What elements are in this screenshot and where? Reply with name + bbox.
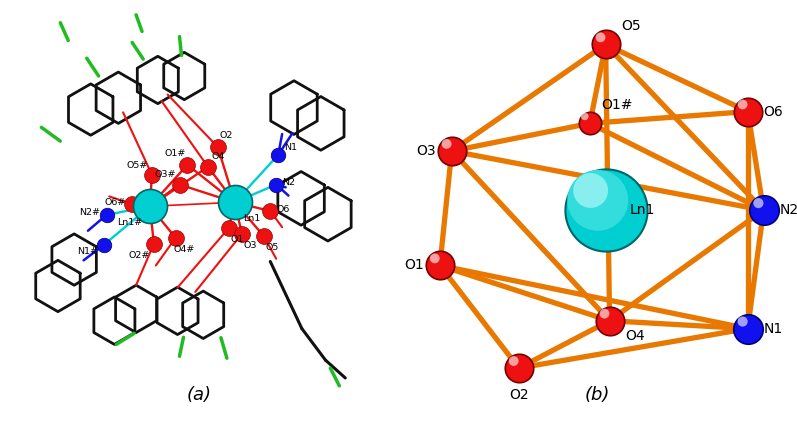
Point [741,325,754,332]
Text: N2: N2 [779,203,797,217]
Point [222,224,235,231]
Point [599,207,612,214]
Text: O6: O6 [277,205,289,214]
Text: O6: O6 [764,105,783,118]
Text: O4#: O4# [174,245,195,254]
Point [603,317,616,324]
Text: N2#: N2# [80,208,100,218]
Point [126,201,139,208]
Point [434,262,446,269]
Point [146,171,159,178]
Text: O4: O4 [212,152,226,161]
Text: N2: N2 [282,178,295,187]
Point [508,357,520,364]
Text: O2: O2 [509,388,528,402]
Point [264,208,277,214]
Text: Ln1#: Ln1# [117,218,142,227]
Point [594,34,607,41]
Point [512,365,525,372]
Text: O3#: O3# [154,169,175,178]
Point [757,207,770,214]
Point [599,41,612,48]
Text: N1: N1 [284,143,297,152]
Text: N1#: N1# [77,247,98,256]
Point [741,108,754,115]
Text: O5: O5 [622,18,641,33]
Text: O1: O1 [231,235,244,244]
Point [173,181,186,188]
Text: O3: O3 [244,241,257,250]
Point [100,211,113,218]
Text: O1#: O1# [602,97,633,112]
Point [270,181,283,188]
Point [446,148,458,154]
Point [235,230,248,237]
Point [229,199,241,206]
Point [583,120,596,127]
Text: O4: O4 [626,329,645,343]
Point [97,242,110,248]
Text: O6#: O6# [105,198,126,207]
Text: O3: O3 [416,144,436,158]
Text: O2: O2 [220,131,234,140]
Text: O2#: O2# [128,251,150,260]
Text: O5#: O5# [127,161,148,170]
Text: Ln1: Ln1 [630,203,654,217]
Text: Ln1: Ln1 [242,214,260,223]
Text: O5: O5 [265,243,279,252]
Point [736,318,749,325]
Text: (a): (a) [186,386,212,404]
Point [591,197,604,204]
Point [584,187,597,194]
Point [257,233,270,239]
Text: N1: N1 [764,322,783,335]
Point [428,255,441,262]
Text: O1#: O1# [164,149,186,158]
Point [211,144,224,151]
Point [143,203,156,210]
Point [579,113,591,120]
Point [202,163,214,170]
Point [169,234,182,241]
Text: (b): (b) [585,386,611,404]
Point [598,310,611,317]
Point [272,151,285,158]
Text: O1: O1 [404,258,424,272]
Point [440,140,453,147]
Point [181,161,194,168]
Point [736,101,749,108]
Point [752,199,765,206]
Point [147,240,160,247]
